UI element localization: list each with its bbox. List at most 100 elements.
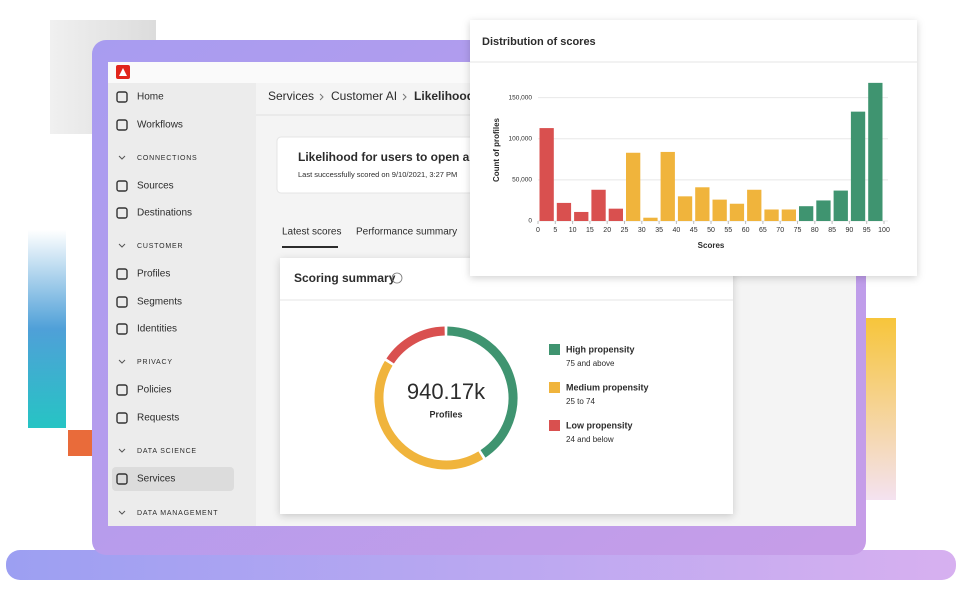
- bar: [816, 200, 831, 221]
- bar: [591, 189, 606, 221]
- sidebar-item[interactable]: Identities: [137, 324, 177, 335]
- decor-bar: [862, 318, 896, 500]
- nav-icon: [116, 412, 128, 424]
- model-title: Likelihood for users to open an: [298, 150, 477, 164]
- chevron-icon: [118, 359, 126, 364]
- bar: [850, 111, 866, 221]
- sidebar: [108, 83, 256, 526]
- y-tick-label: 50,000: [512, 177, 532, 184]
- laptop-base: [6, 550, 956, 580]
- breadcrumb-separator: [319, 93, 324, 101]
- breadcrumb-item[interactable]: Services: [268, 89, 314, 103]
- x-tick-label: 80: [811, 227, 819, 234]
- chevron-icon: [118, 448, 126, 453]
- legend-swatch: [549, 344, 560, 355]
- sidebar-item[interactable]: Services: [137, 474, 175, 485]
- tab-underline: [282, 246, 338, 248]
- app-logo-mark: [119, 68, 127, 76]
- x-tick-label: 50: [707, 227, 715, 234]
- sidebar-item[interactable]: Segments: [137, 297, 182, 308]
- bar: [712, 199, 727, 221]
- legend-label: Medium propensity: [566, 382, 649, 392]
- nav-icon: [116, 323, 128, 335]
- x-tick-label: 60: [742, 227, 750, 234]
- sidebar-section[interactable]: CONNECTIONS: [137, 155, 198, 162]
- breadcrumb-separator: [402, 93, 407, 101]
- x-tick-label: 20: [603, 227, 611, 234]
- legend-swatch: [549, 420, 560, 431]
- nav-icon: [116, 207, 128, 219]
- nav-icon: [116, 180, 128, 192]
- x-tick-label: 10: [569, 227, 577, 234]
- y-tick-label: 100,000: [509, 135, 533, 142]
- x-tick-label: 75: [794, 227, 802, 234]
- x-tick-label: 95: [863, 227, 871, 234]
- x-axis-label: Scores: [698, 241, 725, 250]
- legend-description: 75 and above: [566, 359, 615, 368]
- nav-icon: [116, 268, 128, 280]
- sidebar-item[interactable]: Destinations: [137, 208, 192, 219]
- breadcrumb: Services Customer AI Likelihood fo: [268, 89, 489, 103]
- model-subtitle: Last successfully scored on 9/10/2021, 3…: [298, 170, 457, 179]
- donut-segment: [374, 360, 484, 470]
- bar: [729, 203, 745, 221]
- bar: [799, 206, 814, 221]
- x-tick-label: 90: [846, 227, 854, 234]
- x-tick-label: 0: [536, 227, 540, 234]
- x-tick-label: 45: [690, 227, 698, 234]
- chevron-icon: [118, 510, 126, 515]
- bar: [574, 211, 589, 221]
- donut-center-label: Profiles: [429, 409, 462, 419]
- bar: [764, 209, 779, 221]
- x-tick-label: 25: [621, 227, 629, 234]
- x-tick-label: 40: [673, 227, 681, 234]
- y-axis-label: Count of profiles: [492, 117, 501, 182]
- sidebar-selected: [112, 467, 234, 491]
- x-tick-label: 70: [776, 227, 784, 234]
- legend-description: 25 to 74: [566, 397, 595, 406]
- sidebar-section[interactable]: DATA MANAGEMENT: [137, 510, 218, 517]
- donut-segment: [447, 326, 518, 458]
- bar: [747, 189, 762, 221]
- tab[interactable]: Latest scores: [282, 227, 341, 238]
- bar: [539, 128, 554, 221]
- bar: [781, 209, 796, 221]
- x-tick-label: 30: [638, 227, 646, 234]
- legend-description: 24 and below: [566, 435, 614, 444]
- sidebar-item[interactable]: Profiles: [137, 269, 170, 280]
- nav-icon: [116, 384, 128, 396]
- donut-center-value: 940.17k: [407, 379, 486, 404]
- info-icon[interactable]: [391, 272, 403, 284]
- sidebar-item[interactable]: Home: [137, 92, 164, 103]
- sidebar-item[interactable]: Workflows: [137, 120, 183, 131]
- decor-bar: [68, 430, 94, 456]
- sidebar-section[interactable]: CUSTOMER: [137, 243, 183, 250]
- legend-swatch: [549, 382, 560, 393]
- x-tick-label: 35: [655, 227, 663, 234]
- x-tick-label: 100: [878, 227, 890, 234]
- nav-icon: [116, 296, 128, 308]
- sidebar-item[interactable]: Sources: [137, 181, 174, 192]
- sidebar-section[interactable]: DATA SCIENCE: [137, 448, 197, 455]
- x-tick-label: 85: [828, 227, 836, 234]
- bar: [833, 190, 848, 221]
- sidebar-item[interactable]: Requests: [137, 413, 179, 424]
- tab[interactable]: Performance summary: [356, 227, 457, 238]
- sidebar-section[interactable]: PRIVACY: [137, 359, 173, 366]
- y-tick-label: 0: [528, 218, 532, 225]
- bar: [868, 82, 883, 221]
- legend-label: High propensity: [566, 344, 635, 354]
- x-tick-label: 65: [759, 227, 767, 234]
- legend-label: Low propensity: [566, 420, 633, 430]
- bar: [660, 151, 675, 221]
- breadcrumb-item[interactable]: Customer AI: [331, 89, 397, 103]
- bar: [677, 196, 693, 221]
- bar: [643, 217, 658, 221]
- y-tick-label: 150,000: [509, 94, 533, 101]
- sidebar-item[interactable]: Policies: [137, 385, 171, 396]
- card-title: Distribution of scores: [482, 36, 596, 48]
- x-tick-label: 5: [553, 227, 557, 234]
- chevron-icon: [118, 243, 126, 248]
- bar: [626, 152, 641, 221]
